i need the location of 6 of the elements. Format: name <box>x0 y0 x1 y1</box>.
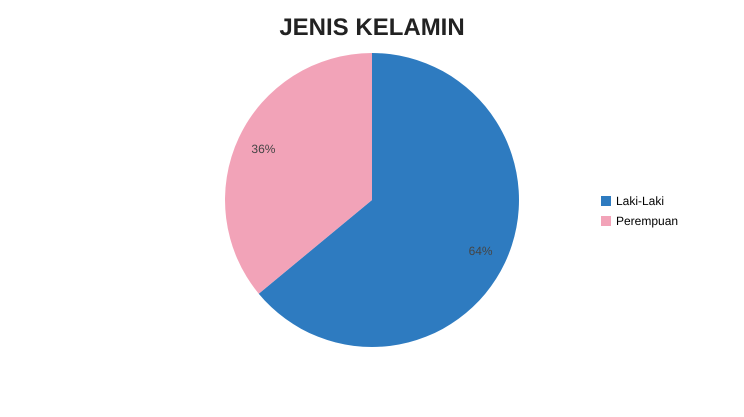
data-label: 64% <box>468 244 493 258</box>
data-label: 36% <box>251 142 276 156</box>
chart-title: JENIS KELAMIN <box>279 14 465 41</box>
pie-slice <box>225 53 372 294</box>
legend-label: Perempuan <box>616 214 678 228</box>
legend-label: Laki-Laki <box>616 194 664 208</box>
